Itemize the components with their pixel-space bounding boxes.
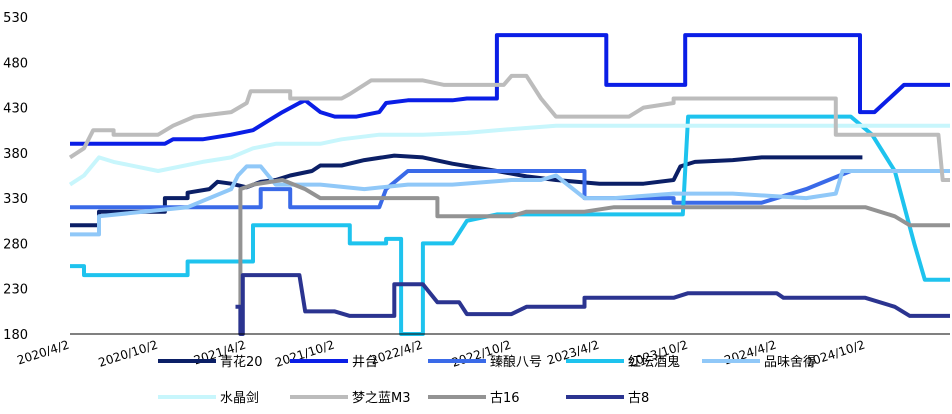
legend-item: 梦之蓝M3 [290,391,411,406]
y-axis: 180 230 280 330 380 430 480 530 [3,11,28,343]
legend-item: 水晶剑 [158,390,259,406]
legend-item: 古8 [566,391,649,406]
y-tick-label: 280 [3,237,28,252]
legend-label: 臻酿八号 [490,354,542,370]
y-tick-label: 180 [3,328,28,343]
series-line-2 [70,33,950,146]
legend-item: 红坛酒鬼 [566,354,680,370]
x-tick-label: 2023/4/2 [545,338,601,368]
legend-label: 水晶剑 [220,390,259,406]
series-line-5 [70,164,950,237]
series-line-7 [68,73,950,182]
legend-item: 品味舍得 [702,354,816,370]
legend-label: 红坛酒鬼 [628,354,680,370]
legend-label: 青花20 [220,354,263,370]
x-tick-label: 2020/10/2 [97,338,160,370]
y-tick-label: 480 [3,56,28,71]
legend-label: 古16 [490,391,520,406]
legend-item: 古16 [428,391,520,406]
y-tick-label: 380 [3,147,28,162]
legend-label: 品味舍得 [764,354,816,370]
series-line-4 [70,114,950,336]
series-line-6 [68,123,950,187]
legend-item: 井台 [290,355,378,370]
plot-area [68,33,950,336]
y-tick-label: 430 [3,102,28,117]
series-line-9 [235,273,950,336]
legend-label: 梦之蓝M3 [352,391,411,406]
y-tick-label: 230 [3,283,28,298]
legend-item: 臻酿八号 [428,354,542,370]
x-tick-label: 2021/10/2 [273,338,336,370]
legend-label: 古8 [628,391,649,406]
y-tick-label: 330 [3,192,28,207]
series-line-1 [70,153,863,228]
series-line-3 [70,169,950,210]
legend-item: 青花20 [158,354,263,370]
y-tick-label: 530 [3,11,28,26]
legend-label: 井台 [352,355,378,370]
series-line-8 [238,178,950,334]
